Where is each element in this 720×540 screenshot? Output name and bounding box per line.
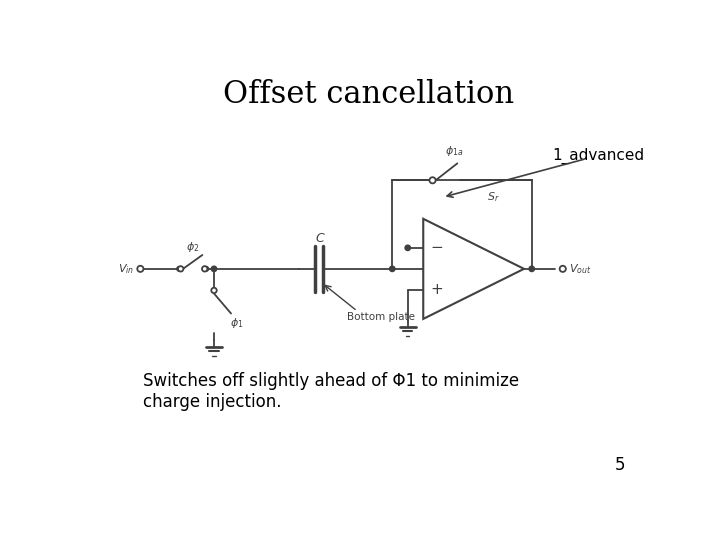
Circle shape xyxy=(405,245,410,251)
Text: 5: 5 xyxy=(614,456,625,474)
Text: C: C xyxy=(316,232,325,245)
Text: $V_{out}$: $V_{out}$ xyxy=(569,262,592,276)
Circle shape xyxy=(211,288,217,293)
Circle shape xyxy=(211,266,217,272)
Circle shape xyxy=(390,266,395,272)
Text: $S_r$: $S_r$ xyxy=(487,190,500,204)
Text: $\phi_1$: $\phi_1$ xyxy=(230,316,243,330)
Circle shape xyxy=(429,177,436,184)
Text: +: + xyxy=(431,282,444,298)
Text: $\phi_{1a}$: $\phi_{1a}$ xyxy=(445,144,464,158)
Circle shape xyxy=(204,267,209,271)
Text: Bottom plate: Bottom plate xyxy=(346,312,415,322)
Circle shape xyxy=(177,267,181,271)
Text: 1_advanced: 1_advanced xyxy=(552,147,644,164)
Text: $\phi_2$: $\phi_2$ xyxy=(186,240,199,254)
Text: −: − xyxy=(431,240,444,255)
Circle shape xyxy=(138,266,143,272)
Text: Switches off slightly ahead of Φ1 to minimize: Switches off slightly ahead of Φ1 to min… xyxy=(143,372,519,389)
Circle shape xyxy=(202,266,207,272)
Circle shape xyxy=(559,266,566,272)
Circle shape xyxy=(529,266,534,272)
Text: Offset cancellation: Offset cancellation xyxy=(223,78,515,110)
Circle shape xyxy=(178,266,184,272)
Text: charge injection.: charge injection. xyxy=(143,393,282,411)
Text: $V_{in}$: $V_{in}$ xyxy=(118,262,134,276)
